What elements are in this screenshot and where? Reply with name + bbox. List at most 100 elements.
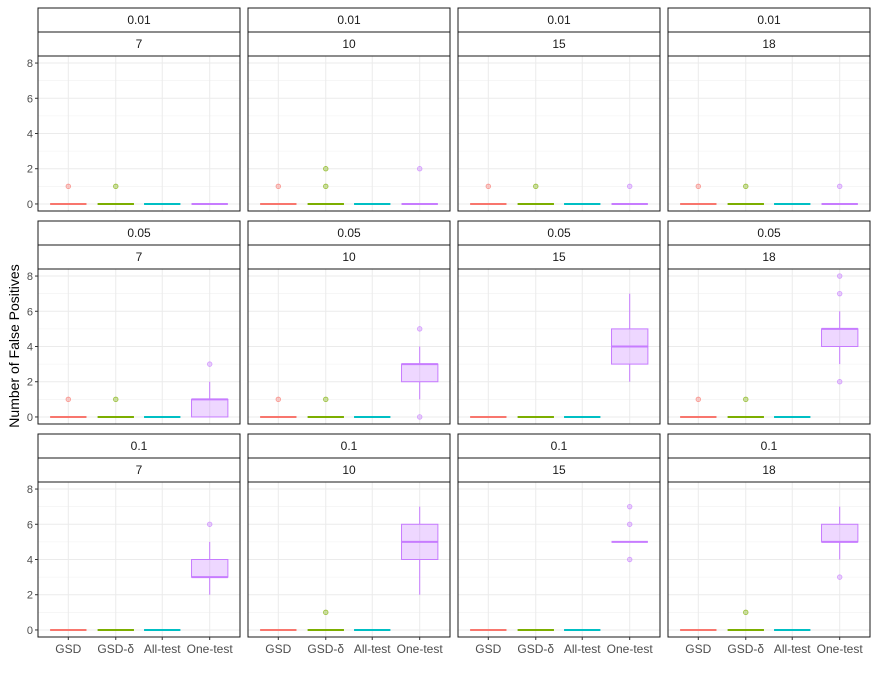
strip-label-col: 18 xyxy=(762,250,776,264)
boxplot xyxy=(611,503,648,563)
outlier-point xyxy=(627,556,633,563)
y-tick-label: 6 xyxy=(27,93,33,105)
box-iqr xyxy=(821,328,859,347)
x-tick-label: GSD xyxy=(55,642,81,656)
boxplot xyxy=(727,396,764,418)
outlier-point xyxy=(533,183,539,190)
strip-label-row: 0.1 xyxy=(551,439,568,453)
x-tick-label: All-test xyxy=(354,642,391,656)
boxplot xyxy=(821,183,858,205)
outlier-point xyxy=(485,183,491,190)
strip-label-row: 0.01 xyxy=(757,13,781,27)
outlier-point xyxy=(837,379,843,385)
facet-panel: 0.01 15 xyxy=(457,7,661,212)
facet-panel: 0.05 15 xyxy=(457,220,661,425)
boxplot xyxy=(50,183,87,205)
outlier-point xyxy=(837,290,843,297)
x-tick-label: GSD-δ xyxy=(97,642,134,656)
outlier-point xyxy=(743,183,749,190)
facet-strip xyxy=(37,244,241,270)
boxplot xyxy=(191,521,229,595)
strip-label-col: 10 xyxy=(342,250,356,264)
y-tick-label: 0 xyxy=(27,412,33,424)
facet-strip xyxy=(457,220,661,246)
boxplot xyxy=(727,183,764,205)
facet-strip xyxy=(667,220,871,246)
x-tick-label: One-test xyxy=(607,642,654,656)
strip-label-col: 10 xyxy=(342,37,356,51)
boxplot xyxy=(50,396,87,418)
facet-panel: 0.1 18 GSD GSD-δ All-test One-test xyxy=(667,433,871,656)
strip-label-col: 15 xyxy=(552,463,566,477)
strip-label-row: 0.01 xyxy=(127,13,151,27)
facet-strip xyxy=(667,244,871,270)
outlier-point xyxy=(323,609,329,616)
outlier-point xyxy=(627,521,633,527)
y-tick-label: 4 xyxy=(27,342,33,354)
strip-label-row: 0.05 xyxy=(337,226,361,240)
outlier-point xyxy=(323,166,329,172)
strip-label-row: 0.05 xyxy=(127,226,151,240)
x-tick-label: One-test xyxy=(817,642,864,656)
boxplot xyxy=(97,396,134,418)
facet-strip xyxy=(37,7,241,33)
facet-strip xyxy=(247,433,451,459)
facet-strip xyxy=(457,457,661,483)
strip-label-col: 7 xyxy=(136,250,143,264)
strip-label-col: 7 xyxy=(136,37,143,51)
y-tick-label: 2 xyxy=(27,377,33,389)
facet-strip xyxy=(667,433,871,459)
box-iqr xyxy=(821,523,859,543)
outlier-point xyxy=(113,396,119,403)
outlier-point xyxy=(837,183,843,190)
facet-panel: 0.01 10 xyxy=(247,7,451,212)
box-iqr xyxy=(401,363,439,383)
x-tick-label: All-test xyxy=(144,642,181,656)
outlier-point xyxy=(743,396,749,403)
facet-strip xyxy=(247,457,451,483)
outlier-point xyxy=(417,166,423,172)
boxplot xyxy=(821,273,859,385)
x-tick-label: One-test xyxy=(187,642,234,656)
strip-label-row: 0.05 xyxy=(547,226,571,240)
panel-border xyxy=(667,55,871,212)
outlier-point xyxy=(65,183,71,190)
x-tick-label: GSD-δ xyxy=(727,642,764,656)
panel-border xyxy=(247,55,451,212)
facet-strip xyxy=(37,433,241,459)
panel-border xyxy=(667,481,871,638)
facet-strip xyxy=(247,244,451,270)
y-tick-label: 6 xyxy=(27,519,33,531)
boxplot xyxy=(821,506,859,580)
strip-label-row: 0.01 xyxy=(337,13,361,27)
strip-label-col: 7 xyxy=(136,463,143,477)
boxplot xyxy=(680,183,717,205)
boxplot xyxy=(401,166,438,205)
x-tick-label: GSD-δ xyxy=(517,642,554,656)
strip-label-col: 10 xyxy=(342,463,356,477)
facet-panel: 0.05 18 xyxy=(667,220,871,425)
panels-layer: 0.017024680.01100.01150.01180.057024680.… xyxy=(27,7,871,656)
boxplot xyxy=(307,166,344,205)
boxplot xyxy=(611,183,648,205)
y-tick-label: 2 xyxy=(27,590,33,602)
strip-label-row: 0.05 xyxy=(757,226,781,240)
y-tick-label: 0 xyxy=(27,199,33,211)
outlier-point xyxy=(113,183,119,190)
strip-label-row: 0.1 xyxy=(341,439,358,453)
outlier-point xyxy=(695,396,701,403)
strip-label-col: 15 xyxy=(552,37,566,51)
outlier-point xyxy=(627,503,633,510)
outlier-point xyxy=(627,183,633,190)
y-tick-label: 0 xyxy=(27,625,33,637)
x-tick-label: One-test xyxy=(397,642,444,656)
boxplot xyxy=(260,396,297,418)
facet-panel: 0.1 10 GSD GSD-δ All-test One-test xyxy=(247,433,451,656)
facet-panel: 0.01 7 0 2 4 6 8 xyxy=(27,7,241,212)
boxplot xyxy=(727,609,764,631)
facet-panel: 0.1 7 0 2 4 6 8 GSD GSD-δ All-test One-test xyxy=(27,433,241,656)
facet-strip xyxy=(37,457,241,483)
x-tick-label: GSD xyxy=(685,642,711,656)
boxplot xyxy=(97,183,134,205)
